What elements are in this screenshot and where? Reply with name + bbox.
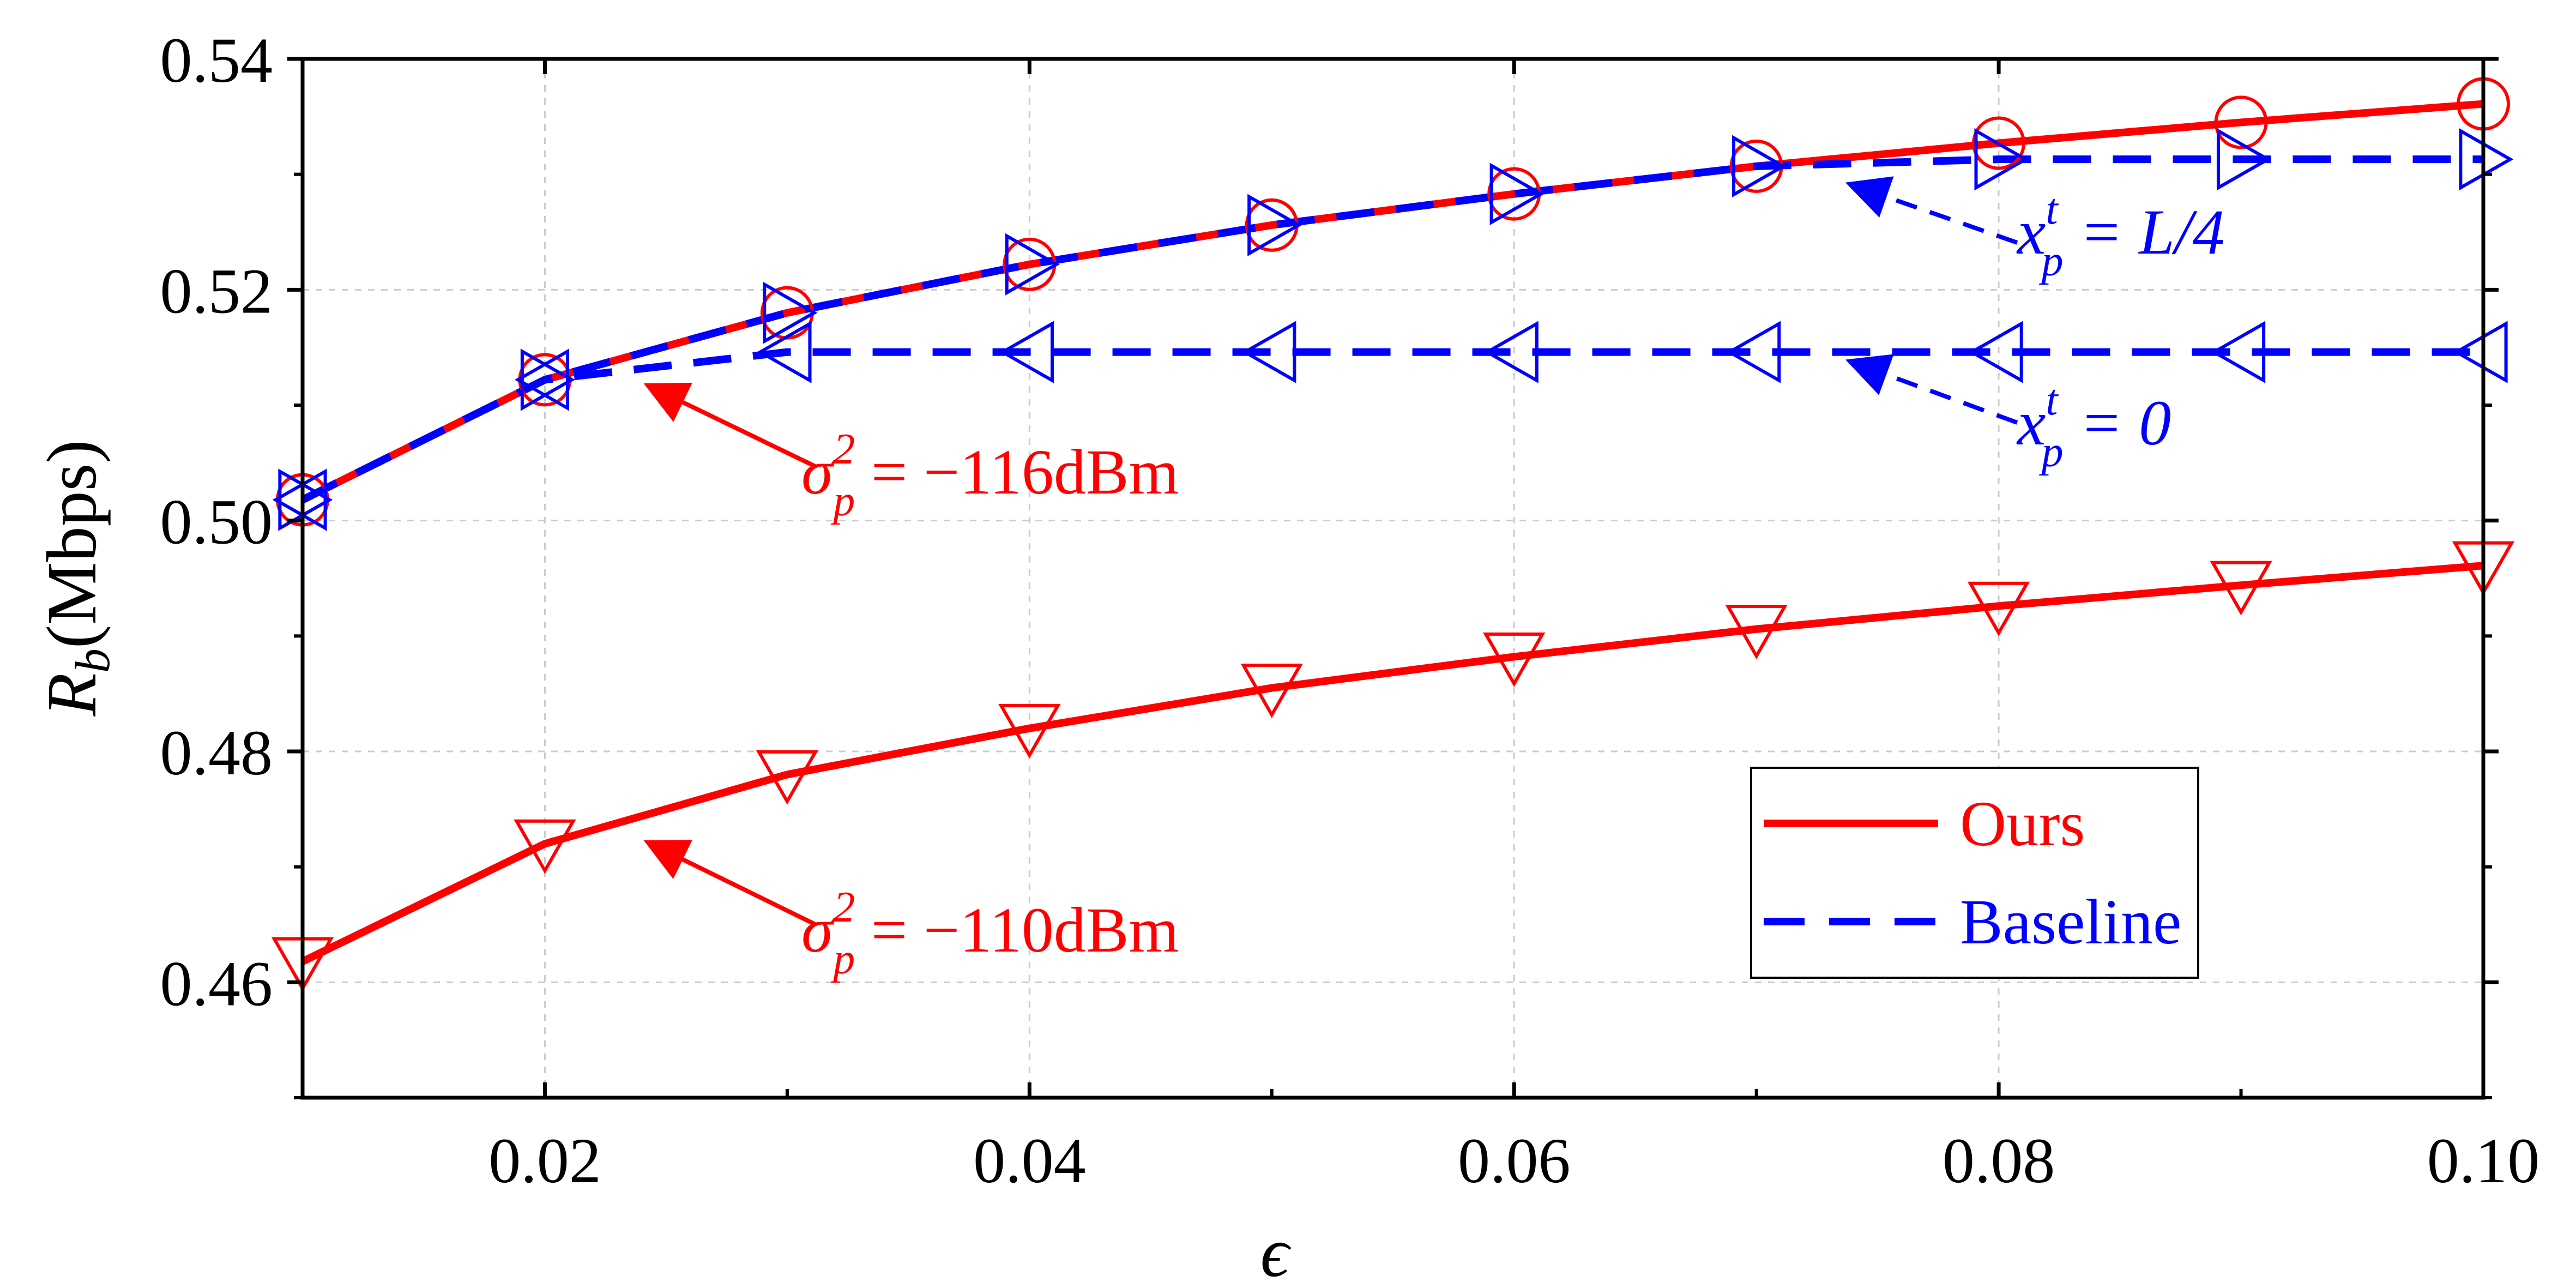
annotation-sigma-116: σ2 p = −116dBm [801,425,1179,525]
data-point-s3-1 [514,348,570,411]
ann-l4-sub: p [2039,237,2064,285]
annotation-xpt-l4: xt p = L/4 [2016,185,2225,285]
data-point-s1-1 [514,819,576,874]
ann-l4-post: = L/4 [2064,196,2225,268]
data-point-s3-8 [2211,321,2266,383]
data-point-s2-7 [1974,128,2029,191]
x-tick-label: 0.04 [973,1125,1086,1196]
x-tick-label: 0.06 [1458,1125,1571,1196]
tick-labels: 0.02 0.04 0.06 0.08 0.10 0.46 0.48 0.50 0.52 0.54 [160,25,2540,1196]
legend-label-ours: Ours [1960,788,2085,859]
data-point-s0-7 [1972,116,2026,170]
data-point-s1-3 [998,704,1061,759]
annotation-sigma-110: σ2 p = −110dBm [801,883,1179,983]
data-point-s0-8 [2214,95,2268,149]
ann-0-sup: t [2046,376,2059,424]
data-point-s1-2 [756,750,819,805]
data-point-s3-5 [1483,321,1539,383]
data-point-s2-3 [1005,233,1060,296]
ann-116-pre: σ [801,436,835,508]
ann-116-sub: p [830,477,855,525]
ann-0-pre: x [2016,387,2046,459]
plot-frame [300,57,2485,1100]
annotation-xpt-0: xt p = 0 [2016,376,2171,476]
data-point-s3-7 [1968,321,2023,383]
legend-box [1750,767,2199,979]
axis-ticks [287,57,2499,1099]
data-point-s2-5 [1489,162,1545,225]
series-line-2 [300,155,2483,503]
ann-116-post: = −116dBm [855,436,1179,508]
data-point-s1-7 [1967,581,2030,636]
legend: Ours Baseline [1750,767,2199,979]
data-point-s2-6 [1732,135,1787,198]
ann-116-sup: 2 [833,425,855,473]
data-point-s1-6 [1725,605,1788,660]
y-tick-label: 0.46 [160,948,273,1019]
y-tick-label: 0.50 [160,486,273,558]
data-point-s1-4 [1240,663,1303,719]
legend-label-baseline: Baseline [1960,886,2181,958]
x-tick-label: 0.10 [2427,1125,2540,1196]
y-tick-label: 0.48 [160,717,273,789]
series-line-3 [300,348,2483,503]
ann-0-post: = 0 [2064,387,2171,459]
y-axis-subscript: b [66,648,120,673]
y-tick-label: 0.54 [160,25,273,96]
ann-110-pre: σ [801,894,835,966]
arrow-sigma-116 [643,382,816,468]
x-tick-label: 0.02 [488,1125,601,1196]
ann-l4-sup: t [2046,185,2059,233]
ann-110-sup: 2 [833,883,855,931]
y-tick-label: 0.52 [160,255,273,327]
x-tick-label: 0.08 [1942,1125,2055,1196]
series-lines [300,100,2484,965]
ann-110-post: = −110dBm [855,894,1179,966]
data-point-s3-0 [272,468,327,531]
series-line-1 [300,562,2484,965]
annotations: σ2 p = −116dBm σ2 p = −110dBm xt p = L/4 xt… [643,176,2225,983]
y-axis-label: Rb(Mbps) [33,440,120,717]
ann-110-sub: p [830,935,855,983]
data-point-s2-0 [278,468,333,531]
data-point-s3-4 [1241,321,1296,383]
data-point-s1-5 [1483,632,1546,687]
data-point-s3-6 [1726,321,1781,383]
arrow-sigma-110 [643,840,816,926]
arrow-xpt-0 [1845,354,2018,425]
ann-l4-pre: x [2016,196,2046,268]
y-axis-symbol: R [33,673,111,717]
x-axis-label: ϵ [1260,1213,1292,1288]
data-point-s2-1 [520,348,575,411]
y-axis-unit: (Mbps) [33,440,111,648]
data-point-s3-3 [999,321,1054,383]
data-point-s3-9 [2453,321,2508,383]
data-point-s2-2 [763,281,818,344]
series-markers [271,77,2515,992]
data-point-s3-2 [757,321,812,383]
ann-0-sub: p [2039,428,2064,476]
data-point-s1-8 [2210,561,2272,616]
arrow-xpt-l4 [1845,176,2018,245]
data-point-s2-4 [1247,194,1302,256]
data-point-s2-8 [2216,128,2272,191]
